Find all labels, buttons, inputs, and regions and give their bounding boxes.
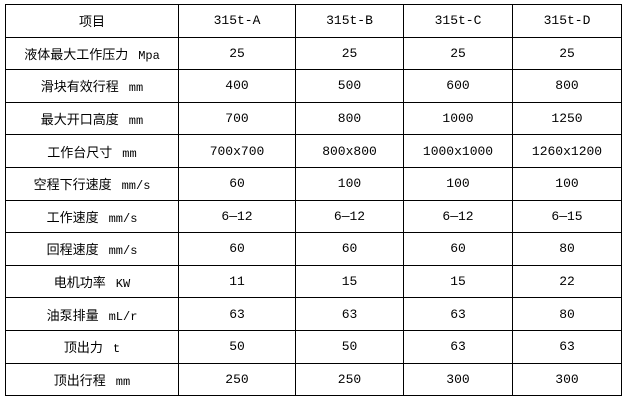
row-label-cell: 滑块有效行程 mm: [5, 69, 179, 103]
row-label: 顶出行程: [53, 373, 106, 389]
row-unit: KW: [115, 277, 131, 292]
table-row: 滑块有效行程 mm 400 500 600 800: [5, 69, 622, 103]
row-label-cell: 顶出力 t: [5, 329, 179, 364]
value-cell: 6—12: [178, 199, 296, 234]
value-cell: 250: [178, 362, 296, 397]
row-unit: mm: [128, 114, 144, 129]
value-cell: 500: [295, 69, 404, 103]
value-cell: 60: [178, 166, 296, 201]
value-cell: 700: [178, 101, 296, 136]
header-item: 项目: [5, 4, 179, 38]
row-label: 油泵排量: [46, 308, 99, 324]
table-row: 油泵排量 mL/r 63 63 63 80: [5, 297, 622, 331]
table-row: 空程下行速度 mm/s 60 100 100 100: [5, 166, 622, 201]
value-cell: 25: [512, 36, 622, 71]
header-model: 315t-B: [295, 4, 404, 38]
value-cell: 63: [403, 329, 513, 364]
row-label: 工作速度: [46, 210, 99, 226]
row-label-cell: 液体最大工作压力 Mpa: [5, 36, 179, 71]
row-unit: mm: [115, 374, 131, 389]
row-label-cell: 工作台尺寸 mm: [5, 134, 179, 168]
row-unit: mm/s: [108, 211, 138, 226]
value-cell: 60: [295, 232, 404, 266]
row-label: 电机功率: [53, 276, 106, 292]
row-label-cell: 空程下行速度 mm/s: [5, 166, 179, 201]
value-cell: 800: [512, 69, 622, 103]
row-unit: mL/r: [108, 309, 138, 324]
table-row: 顶出行程 mm 250 250 300 300: [5, 362, 622, 397]
value-cell: 22: [512, 264, 622, 299]
value-cell: 1000: [403, 101, 513, 136]
value-cell: 400: [178, 69, 296, 103]
row-label: 最大开口高度: [40, 113, 119, 129]
value-cell: 300: [403, 362, 513, 397]
value-cell: 100: [295, 166, 404, 201]
row-label-cell: 工作速度 mm/s: [5, 199, 179, 234]
value-cell: 6—12: [403, 199, 513, 234]
value-cell: 50: [178, 329, 296, 364]
value-cell: 63: [512, 329, 622, 364]
row-label: 工作台尺寸: [47, 145, 113, 161]
value-cell: 100: [403, 166, 513, 201]
table-row: 最大开口高度 mm 700 800 1000 1250: [5, 101, 622, 136]
value-cell: 63: [295, 297, 404, 331]
value-cell: 11: [178, 264, 296, 299]
row-label: 顶出力: [63, 341, 103, 357]
value-cell: 80: [512, 232, 622, 266]
header-model: 315t-C: [403, 4, 513, 38]
table-row: 工作台尺寸 mm 700x700 800x800 1000x1000 1260x1200: [5, 134, 622, 168]
row-label-cell: 电机功率 KW: [5, 264, 179, 299]
table-row: 液体最大工作压力 Mpa 25 25 25 25: [5, 36, 622, 71]
value-cell: 800: [295, 101, 404, 136]
row-label: 回程速度: [46, 243, 99, 259]
value-cell: 700x700: [178, 134, 296, 168]
value-cell: 100: [512, 166, 622, 201]
value-cell: 63: [178, 297, 296, 331]
value-cell: 6—15: [512, 199, 622, 234]
value-cell: 300: [512, 362, 622, 397]
table-row: 电机功率 KW 11 15 15 22: [5, 264, 622, 299]
header-row: 项目 315t-A 315t-B 315t-C 315t-D: [5, 4, 622, 38]
value-cell: 6—12: [295, 199, 404, 234]
value-cell: 50: [295, 329, 404, 364]
row-label-cell: 油泵排量 mL/r: [5, 297, 179, 331]
row-unit: t: [112, 342, 121, 357]
value-cell: 600: [403, 69, 513, 103]
row-unit: mm/s: [108, 244, 138, 259]
value-cell: 25: [403, 36, 513, 71]
table-row: 回程速度 mm/s 60 60 60 80: [5, 232, 622, 266]
row-unit: mm: [122, 146, 137, 161]
value-cell: 800x800: [295, 134, 404, 168]
row-unit: mm/s: [121, 179, 151, 194]
value-cell: 15: [295, 264, 404, 299]
row-unit: mm: [128, 81, 144, 96]
value-cell: 63: [403, 297, 513, 331]
row-label: 滑块有效行程: [40, 80, 119, 96]
table-row: 顶出力 t 50 50 63 63: [5, 329, 622, 364]
value-cell: 1260x1200: [512, 134, 622, 168]
value-cell: 1000x1000: [403, 134, 513, 168]
row-label: 液体最大工作压力: [24, 47, 129, 63]
row-unit: Mpa: [138, 48, 160, 63]
value-cell: 1250: [512, 101, 622, 136]
value-cell: 250: [295, 362, 404, 397]
header-model: 315t-A: [178, 4, 296, 38]
value-cell: 60: [178, 232, 296, 266]
row-label-cell: 最大开口高度 mm: [5, 101, 179, 136]
row-label-cell: 回程速度 mm/s: [5, 232, 179, 266]
value-cell: 25: [295, 36, 404, 71]
header-model: 315t-D: [512, 4, 622, 38]
value-cell: 60: [403, 232, 513, 266]
row-label: 空程下行速度: [33, 178, 112, 194]
value-cell: 25: [178, 36, 296, 71]
table-row: 工作速度 mm/s 6—12 6—12 6—12 6—15: [5, 199, 622, 234]
row-label-cell: 顶出行程 mm: [5, 362, 179, 397]
spec-table: 项目 315t-A 315t-B 315t-C 315t-D 液体最大工作压力 M…: [5, 4, 622, 397]
value-cell: 80: [512, 297, 622, 331]
value-cell: 15: [403, 264, 513, 299]
